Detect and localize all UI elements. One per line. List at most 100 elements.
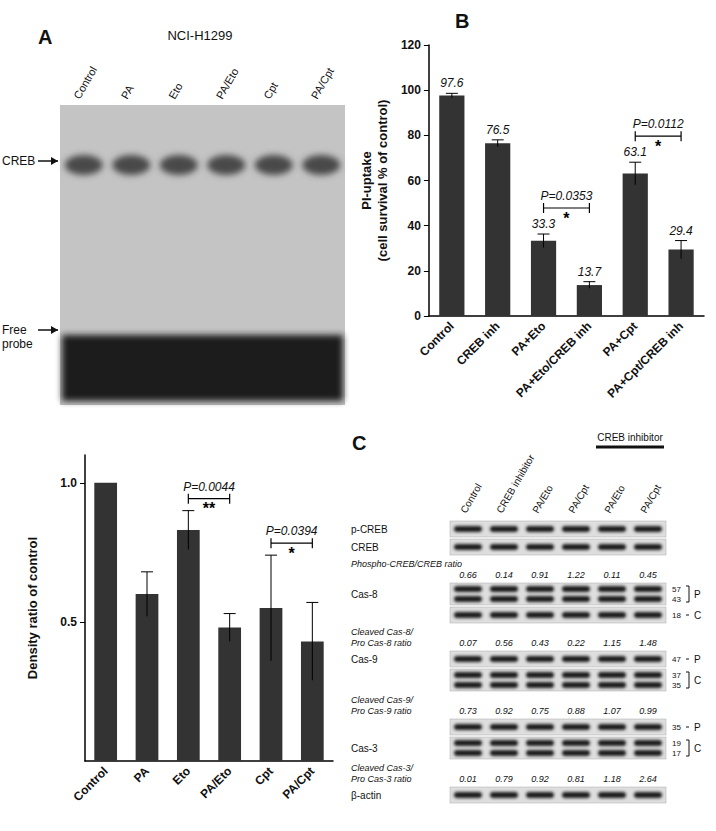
svg-text:Cas-3: Cas-3 — [351, 743, 378, 754]
svg-text:PA/Cpt: PA/Cpt — [280, 764, 318, 802]
svg-text:P: P — [694, 654, 701, 665]
svg-text:PA/Eto: PA/Eto — [214, 66, 241, 101]
svg-text:Eto: Eto — [166, 81, 185, 101]
svg-text:CREB inhibitor: CREB inhibitor — [494, 452, 537, 515]
svg-text:Control: Control — [417, 319, 457, 359]
svg-text:1.07: 1.07 — [603, 706, 622, 716]
svg-text:0.88: 0.88 — [567, 706, 585, 716]
svg-text:1.0: 1.0 — [60, 476, 77, 490]
svg-text:C: C — [694, 610, 701, 621]
svg-text:47: 47 — [672, 655, 681, 664]
svg-text:PI-uptake: PI-uptake — [359, 151, 374, 210]
svg-text:PA+Cpt/CREB inh: PA+Cpt/CREB inh — [604, 319, 686, 401]
svg-text:43: 43 — [672, 595, 681, 604]
svg-text:0.5: 0.5 — [60, 615, 77, 629]
svg-text:Pro Cas-3 ratio: Pro Cas-3 ratio — [351, 774, 412, 784]
svg-text:Phospho-CREB/CREB ratio: Phospho-CREB/CREB ratio — [351, 559, 462, 569]
svg-text:0.92: 0.92 — [495, 706, 513, 716]
svg-text:CREB: CREB — [351, 542, 379, 553]
svg-text:0.01: 0.01 — [459, 774, 477, 784]
svg-text:Pro Cas-9 ratio: Pro Cas-9 ratio — [351, 706, 412, 716]
svg-text:*: * — [289, 545, 296, 562]
svg-text:PA+Eto: PA+Eto — [509, 319, 549, 359]
svg-text:Control: Control — [71, 64, 99, 101]
svg-text:Cas-8: Cas-8 — [351, 589, 378, 600]
svg-text:29.4: 29.4 — [668, 224, 693, 238]
svg-text:0.66: 0.66 — [459, 570, 477, 580]
svg-text:PA/Eto: PA/Eto — [602, 483, 627, 515]
svg-text:CREB: CREB — [2, 154, 35, 168]
svg-text:57: 57 — [672, 585, 681, 594]
svg-text:0.73: 0.73 — [459, 706, 477, 716]
svg-text:Cpt: Cpt — [252, 764, 276, 788]
svg-text:0.75: 0.75 — [531, 706, 550, 716]
svg-text:P=0.0112: P=0.0112 — [633, 117, 684, 131]
svg-text:(cell survival % of control): (cell survival % of control) — [375, 100, 390, 262]
svg-text:Cleaved Cas-9/: Cleaved Cas-9/ — [351, 695, 415, 705]
svg-text:35: 35 — [672, 681, 681, 690]
svg-text:Pro Cas-8 ratio: Pro Cas-8 ratio — [351, 638, 412, 648]
svg-text:*: * — [563, 210, 570, 227]
svg-text:*: * — [655, 138, 662, 155]
svg-text:40: 40 — [408, 219, 422, 233]
svg-text:Cleaved Cas-8/: Cleaved Cas-8/ — [351, 627, 415, 637]
svg-text:p-CREB: p-CREB — [351, 524, 388, 535]
svg-text:100: 100 — [401, 83, 421, 97]
svg-text:NCI-H1299: NCI-H1299 — [167, 28, 232, 43]
svg-text:1.15: 1.15 — [603, 638, 622, 648]
svg-text:97.6: 97.6 — [440, 76, 464, 90]
svg-text:**: ** — [203, 500, 216, 517]
svg-text:63.1: 63.1 — [624, 145, 647, 159]
svg-text:0.91: 0.91 — [531, 570, 549, 580]
svg-text:P: P — [694, 722, 701, 733]
svg-text:0.43: 0.43 — [531, 638, 549, 648]
svg-text:Eto: Eto — [170, 764, 194, 788]
svg-text:P: P — [694, 589, 701, 600]
svg-text:17: 17 — [672, 749, 681, 758]
svg-text:PA/Cpt: PA/Cpt — [309, 66, 336, 101]
svg-text:60: 60 — [408, 174, 422, 188]
svg-text:33.3: 33.3 — [532, 217, 556, 231]
svg-text:C: C — [694, 675, 701, 686]
svg-text:0.92: 0.92 — [531, 774, 549, 784]
svg-text:CREB inh: CREB inh — [454, 319, 503, 368]
svg-text:0.22: 0.22 — [567, 638, 585, 648]
svg-text:β-actin: β-actin — [351, 790, 381, 801]
svg-text:Control: Control — [71, 764, 111, 804]
svg-text:19: 19 — [672, 739, 681, 748]
svg-text:1.48: 1.48 — [639, 638, 657, 648]
svg-text:PA: PA — [119, 82, 137, 101]
svg-text:probe: probe — [2, 337, 33, 351]
svg-text:1.22: 1.22 — [567, 570, 585, 580]
svg-text:0: 0 — [414, 309, 421, 323]
svg-text:Cpt: Cpt — [261, 80, 280, 101]
svg-text:Density ratio of control: Density ratio of control — [25, 537, 40, 679]
svg-text:80: 80 — [408, 128, 422, 142]
svg-text:Cleaved Cas-3/: Cleaved Cas-3/ — [351, 763, 415, 773]
svg-text:PA: PA — [131, 764, 152, 785]
svg-text:0.81: 0.81 — [567, 774, 585, 784]
svg-text:0.79: 0.79 — [495, 774, 513, 784]
svg-text:PA+Cpt: PA+Cpt — [600, 319, 640, 359]
svg-text:Control: Control — [458, 482, 484, 515]
svg-text:35: 35 — [672, 723, 681, 732]
svg-text:P=0.0394: P=0.0394 — [266, 524, 318, 538]
svg-text:P=0.0044: P=0.0044 — [183, 480, 235, 494]
svg-text:0.07: 0.07 — [459, 638, 478, 648]
svg-text:0.14: 0.14 — [495, 570, 513, 580]
svg-text:1.18: 1.18 — [603, 774, 621, 784]
svg-text:Free: Free — [2, 323, 27, 337]
svg-text:76.5: 76.5 — [486, 123, 510, 137]
svg-text:PA+Eto/CREB inh: PA+Eto/CREB inh — [513, 319, 594, 400]
svg-text:0.99: 0.99 — [639, 706, 657, 716]
svg-text:PA/Cpt: PA/Cpt — [638, 483, 663, 515]
svg-text:C: C — [694, 743, 701, 754]
svg-text:2.64: 2.64 — [638, 774, 657, 784]
svg-text:13.7: 13.7 — [578, 265, 603, 279]
svg-text:P=0.0353: P=0.0353 — [541, 189, 593, 203]
svg-text:120: 120 — [401, 38, 421, 52]
svg-text:0.56: 0.56 — [495, 638, 513, 648]
svg-text:Cas-9: Cas-9 — [351, 654, 378, 665]
svg-text:18: 18 — [672, 611, 681, 620]
svg-text:PA/Eto: PA/Eto — [530, 483, 555, 515]
